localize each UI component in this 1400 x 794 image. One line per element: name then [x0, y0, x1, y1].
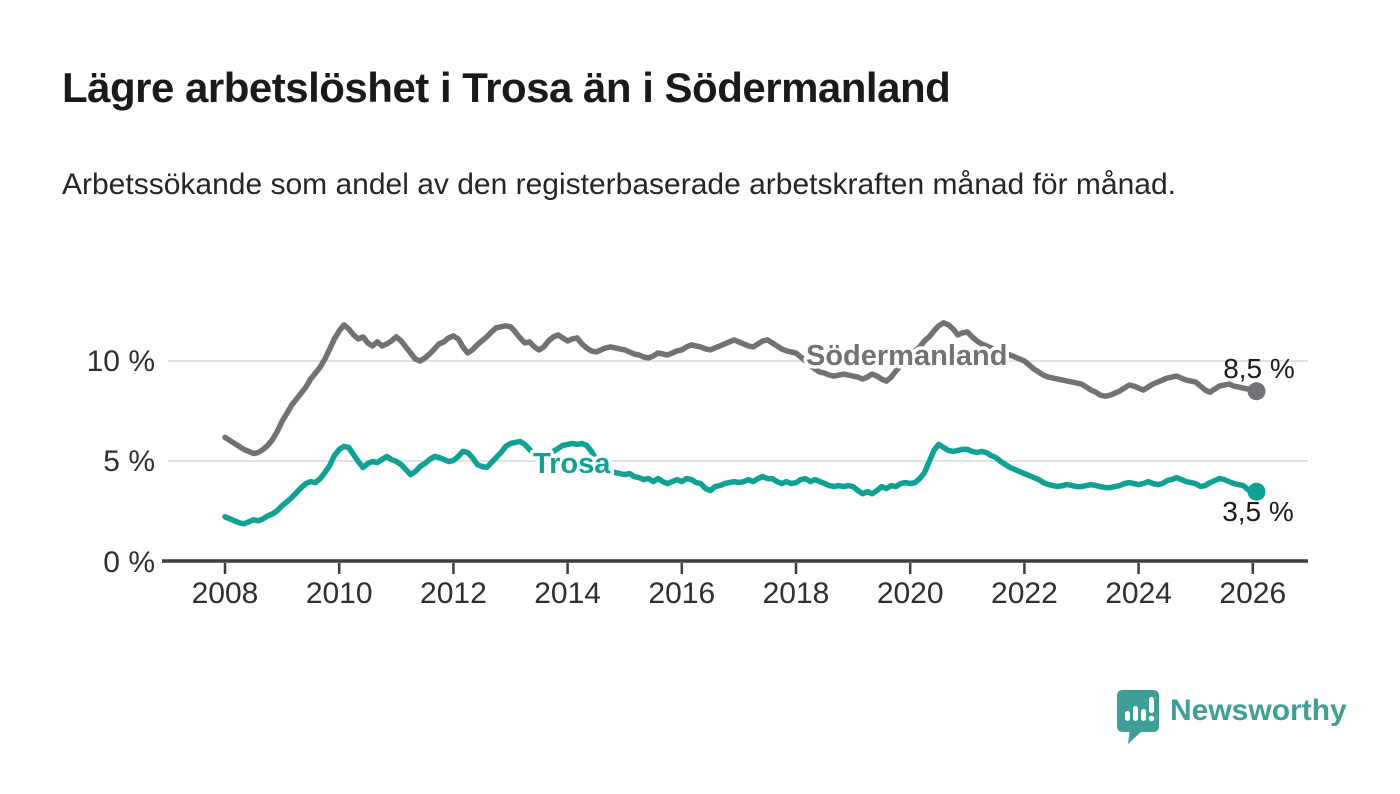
series-label-sodermanland: Södermanland: [806, 340, 1007, 372]
series-end-dot-trosa: [1247, 482, 1266, 501]
x-tick-label: 2010: [306, 577, 373, 610]
brand-name: Newsworthy: [1170, 694, 1347, 727]
end-value-label-sodermanland: 8,5 %: [1223, 353, 1295, 384]
x-tick-label: 2014: [534, 577, 601, 610]
brand-footer: Newsworthy: [1117, 690, 1347, 746]
end-value-label-trosa: 3,5 %: [1222, 496, 1294, 527]
y-tick-label: 5 %: [103, 445, 155, 478]
x-tick-label: 2024: [1105, 577, 1172, 610]
bar-chart-speech-bubble-icon: [1117, 690, 1159, 744]
page-title: Lägre arbetslöshet i Trosa än i Söderman…: [62, 64, 951, 111]
x-tick-label: 2016: [648, 577, 715, 610]
series-end-dot-sodermanland: [1247, 382, 1266, 401]
x-tick-label: 2026: [1219, 577, 1286, 610]
series-label-trosa: Trosa: [533, 448, 611, 480]
chart-subtitle: Arbetssökande som andel av den registerb…: [62, 168, 1176, 201]
x-tick-label: 2018: [763, 577, 830, 610]
x-tick-label: 2020: [877, 577, 944, 610]
x-tick-label: 2022: [991, 577, 1058, 610]
y-tick-label: 10 %: [87, 345, 155, 378]
series-line-trosa: [222, 438, 1261, 527]
x-tick-label: 2012: [420, 577, 487, 610]
series-line-sodermanland: [222, 320, 1261, 457]
x-tick-label: 2008: [192, 577, 259, 610]
y-tick-label: 0 %: [103, 546, 155, 579]
